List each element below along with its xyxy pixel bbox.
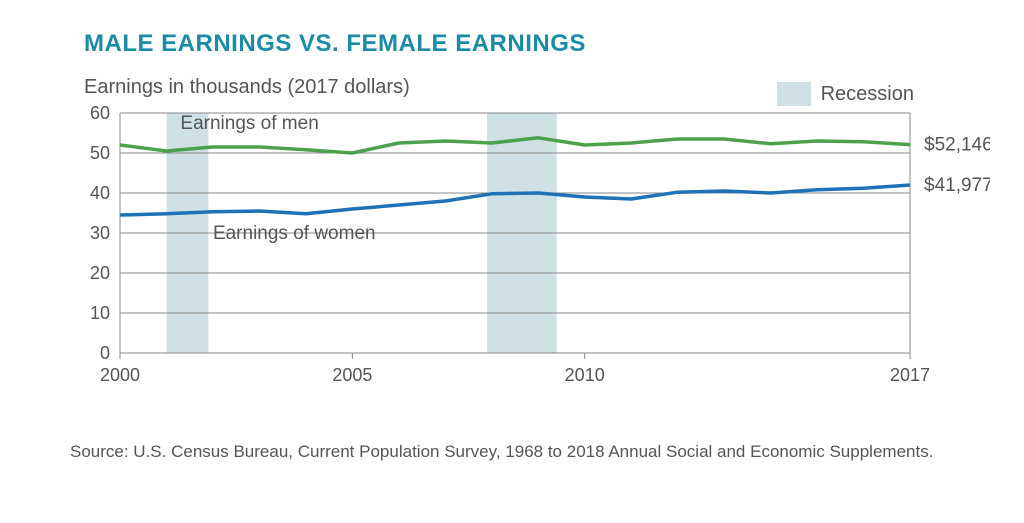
y-tick-label: 30 bbox=[90, 223, 110, 243]
legend-label: Recession bbox=[821, 83, 914, 106]
y-tick-label: 40 bbox=[90, 183, 110, 203]
series-label-men: Earnings of men bbox=[180, 113, 318, 134]
end-label-women: $41,977 bbox=[924, 175, 990, 196]
legend-swatch bbox=[777, 82, 811, 106]
source-text: Source: U.S. Census Bureau, Current Popu… bbox=[70, 442, 954, 462]
x-tick-label: 2000 bbox=[100, 365, 140, 385]
y-tick-label: 60 bbox=[90, 105, 110, 123]
series-label-women: Earnings of women bbox=[213, 223, 376, 244]
y-tick-label: 10 bbox=[90, 303, 110, 323]
chart-title: MALE EARNINGS VS. FEMALE EARNINGS bbox=[84, 30, 954, 58]
x-tick-label: 2005 bbox=[332, 365, 372, 385]
y-tick-label: 20 bbox=[90, 263, 110, 283]
end-label-men: $52,146 bbox=[924, 135, 990, 156]
chart-container: MALE EARNINGS VS. FEMALE EARNINGS Earnin… bbox=[0, 0, 1024, 523]
x-tick-label: 2010 bbox=[565, 365, 605, 385]
x-tick-label: 2017 bbox=[890, 365, 930, 385]
y-tick-label: 50 bbox=[90, 143, 110, 163]
chart-svg: 0 10 20 30 40 50 60 2000 2005 2010 2017 Earnings of… bbox=[70, 105, 990, 395]
legend: Recession bbox=[777, 82, 914, 106]
chart-area: 0 10 20 30 40 50 60 2000 2005 2010 2017 Earnings of… bbox=[70, 105, 954, 400]
y-tick-label: 0 bbox=[100, 343, 110, 363]
